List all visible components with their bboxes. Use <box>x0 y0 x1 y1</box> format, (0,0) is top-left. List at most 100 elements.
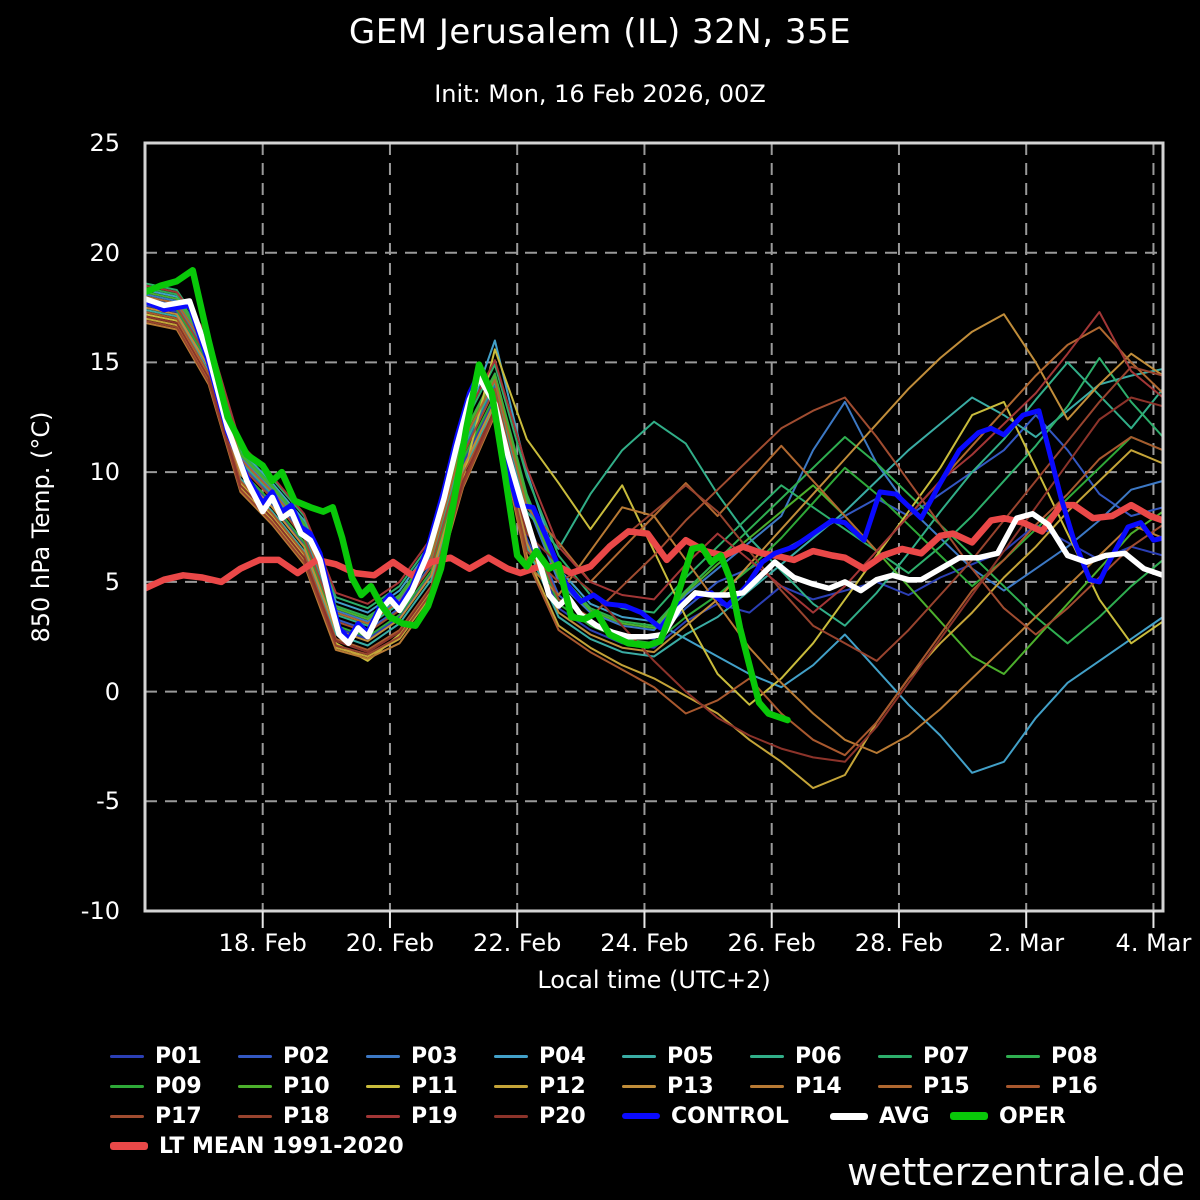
legend-label: P04 <box>539 1043 586 1069</box>
legend-swatch <box>494 1114 528 1118</box>
legend-item-P17: P17 <box>110 1103 202 1129</box>
y-tick-label: 15 <box>89 348 120 377</box>
x-tick-label: 20. Feb <box>345 929 435 957</box>
series-line-P08 <box>145 286 1163 645</box>
legend-swatch <box>830 1112 868 1120</box>
legend-swatch <box>622 1084 656 1088</box>
legend-item-LT-MEAN-1991-2020: LT MEAN 1991-2020 <box>110 1133 404 1159</box>
legend-label: P08 <box>1051 1043 1098 1069</box>
legend-item-P01: P01 <box>110 1043 202 1069</box>
series-line-P13 <box>145 306 1163 654</box>
legend-swatch <box>238 1084 272 1088</box>
legend-label: LT MEAN 1991-2020 <box>159 1133 404 1159</box>
legend-item-P15: P15 <box>878 1073 970 1099</box>
x-tick-label: 4. Mar <box>1115 929 1192 957</box>
series-line-P15 <box>145 295 1163 625</box>
y-tick-label: 10 <box>89 458 120 487</box>
legend-item-OPER: OPER <box>950 1103 1066 1129</box>
y-tick-label: -10 <box>80 897 120 925</box>
legend-swatch <box>110 1142 148 1150</box>
legend-item-P18: P18 <box>238 1103 330 1129</box>
legend-item-P12: P12 <box>494 1073 586 1099</box>
legend-label: P19 <box>411 1103 458 1129</box>
legend-item-P04: P04 <box>494 1043 586 1069</box>
legend-item-P07: P07 <box>878 1043 970 1069</box>
y-tick-label: 0 <box>104 677 120 706</box>
x-tick-label: 18. Feb <box>218 929 307 957</box>
y-axis-title: 850 hPa Temp. (°C) <box>27 411 55 643</box>
legend-item-P14: P14 <box>750 1073 842 1099</box>
legend-label: P02 <box>283 1043 330 1069</box>
series-line-P02 <box>145 297 1163 640</box>
legend-label: P14 <box>795 1073 842 1099</box>
legend-item-P10: P10 <box>238 1073 330 1099</box>
legend-swatch <box>238 1114 272 1118</box>
legend-swatch <box>878 1054 912 1058</box>
legend-item-P09: P09 <box>110 1073 202 1099</box>
legend-item-P05: P05 <box>622 1043 714 1069</box>
legend-swatch <box>238 1054 272 1058</box>
legend-label: P18 <box>283 1103 330 1129</box>
series-line-P18 <box>145 319 1163 662</box>
legend-item-P20: P20 <box>494 1103 586 1129</box>
series-line-AVG <box>145 296 1163 647</box>
y-tick-label: 25 <box>89 129 120 157</box>
legend-swatch <box>750 1084 784 1088</box>
x-tick-label: 2. Mar <box>988 929 1065 957</box>
legend-item-P11: P11 <box>366 1073 458 1099</box>
x-tick-label: 24. Feb <box>600 929 689 957</box>
series-line-P17 <box>145 300 1163 636</box>
legend-swatch <box>622 1113 660 1119</box>
legend-label: P11 <box>411 1073 458 1099</box>
legend-item-P13: P13 <box>622 1073 714 1099</box>
x-axis-tick-marks <box>261 911 1155 928</box>
legend-item-P03: P03 <box>366 1043 458 1069</box>
watermark: wetterzentrale.de <box>847 1150 1185 1194</box>
legend-swatch <box>110 1114 144 1118</box>
legend-label: P20 <box>539 1103 586 1129</box>
legend-swatch <box>1006 1054 1040 1058</box>
legend-swatch <box>494 1054 528 1058</box>
legend-item-P19: P19 <box>366 1103 458 1129</box>
chart-title: GEM Jerusalem (IL) 32N, 35E <box>348 12 852 52</box>
y-tick-label: 20 <box>89 238 120 267</box>
legend-label: AVG <box>879 1103 930 1129</box>
legend-swatch <box>366 1114 400 1118</box>
legend-swatch <box>622 1054 656 1058</box>
legend-item-P08: P08 <box>1006 1043 1098 1069</box>
series-line-P07 <box>145 282 1163 614</box>
legend-label: P10 <box>283 1073 330 1099</box>
legend-label: P12 <box>539 1073 586 1099</box>
legend-item-AVG: AVG <box>830 1103 930 1129</box>
legend-label: P05 <box>667 1043 714 1069</box>
legend-swatch <box>366 1084 400 1088</box>
y-tick-label: 5 <box>104 567 120 596</box>
legend-swatch <box>110 1054 144 1058</box>
series-lines <box>145 267 1163 790</box>
series-line-P03 <box>145 293 1163 632</box>
series-line-CONTROL <box>145 298 1163 642</box>
legend-label: CONTROL <box>671 1103 789 1129</box>
legend-item-P02: P02 <box>238 1043 330 1069</box>
legend-label: P13 <box>667 1073 714 1099</box>
legend-swatch <box>366 1054 400 1058</box>
legend-swatch <box>494 1084 528 1088</box>
legend-swatch <box>110 1084 144 1088</box>
legend-item-CONTROL: CONTROL <box>622 1103 789 1129</box>
legend-item-P16: P16 <box>1006 1073 1098 1099</box>
legend-label: P06 <box>795 1043 842 1069</box>
legend-swatch <box>750 1054 784 1058</box>
x-axis-title: Local time (UTC+2) <box>537 966 771 994</box>
legend-label: P16 <box>1051 1073 1098 1099</box>
legend-swatch <box>1006 1084 1040 1088</box>
legend-label: P01 <box>155 1043 202 1069</box>
legend-label: P09 <box>155 1073 202 1099</box>
legend-label: P07 <box>923 1043 970 1069</box>
plot-border <box>143 141 1165 913</box>
series-line-P05 <box>145 308 1163 658</box>
series-line-P19 <box>145 284 1163 614</box>
chart-subtitle: Init: Mon, 16 Feb 2026, 00Z <box>434 80 766 108</box>
series-line-P01 <box>145 304 1163 649</box>
